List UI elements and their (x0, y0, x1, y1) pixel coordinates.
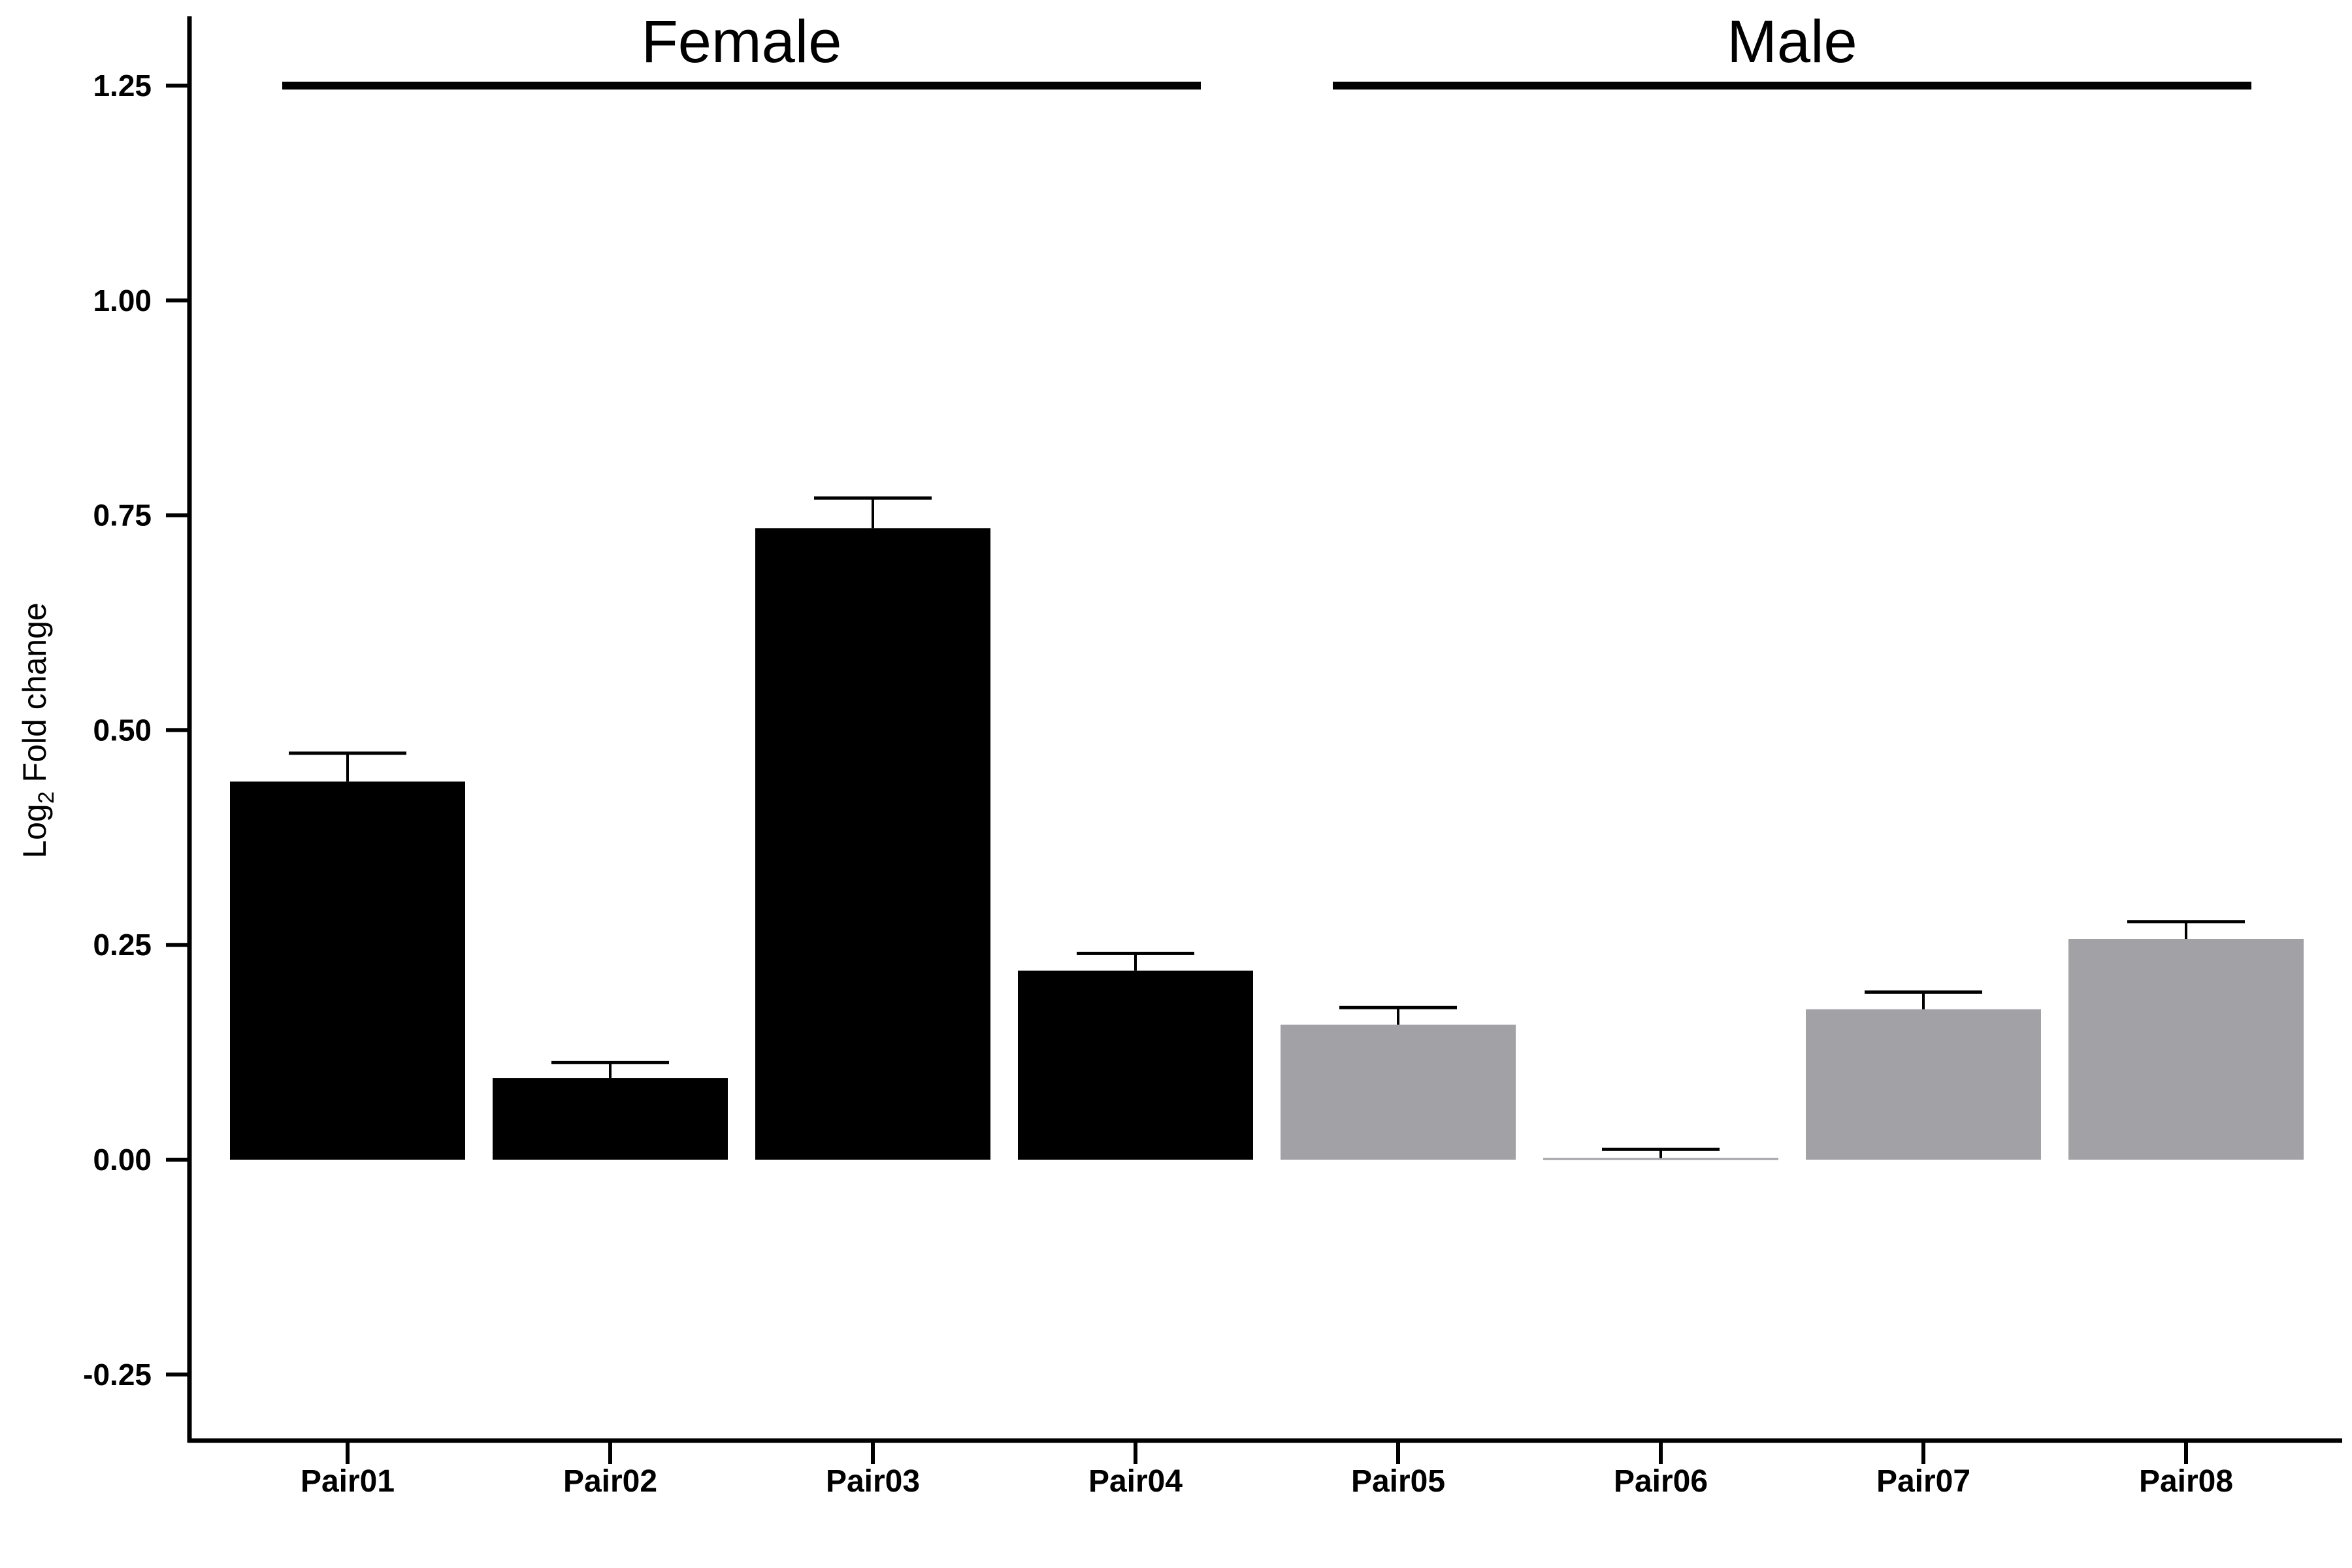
x-tick-label: Pair01 (301, 1464, 395, 1499)
labels-layer: -0.25 0.00 0.25 0.50 0.75 1.00 1.25 Pair01 Pair0… (16, 69, 2233, 1499)
y-axis-label: Log2 Fold change (16, 602, 59, 858)
bar-pair01 (230, 781, 465, 1160)
bar-pair08 (2068, 938, 2304, 1160)
y-tick-label: 0.75 (93, 498, 152, 532)
y-tick-label: 1.25 (93, 69, 152, 103)
group-brackets-layer: Female Male (282, 8, 2251, 90)
bars-layer (230, 528, 2304, 1160)
x-tick-label: Pair03 (826, 1464, 920, 1499)
group-label-male: Male (1727, 8, 1857, 75)
x-tick-label: Pair04 (1088, 1464, 1183, 1499)
bar-pair07 (1806, 1009, 2041, 1160)
bar-pair03 (755, 528, 990, 1160)
axes-layer (166, 16, 2342, 1464)
error-bars-layer (289, 496, 2245, 1158)
y-tick-label: 1.00 (93, 284, 152, 318)
y-tick-label: -0.25 (83, 1358, 152, 1392)
bar-pair02 (493, 1078, 728, 1160)
bar-pair04 (1018, 970, 1253, 1160)
bar-pair06 (1543, 1158, 1778, 1160)
x-tick-label: Pair05 (1351, 1464, 1445, 1499)
x-tick-label: Pair07 (1876, 1464, 1970, 1499)
x-tick-label: Pair08 (2139, 1464, 2233, 1499)
group-label-female: Female (642, 8, 842, 75)
y-tick-label: 0.50 (93, 713, 152, 747)
y-tick-label: 0.00 (93, 1143, 152, 1177)
x-tick-label: Pair02 (563, 1464, 657, 1499)
bar-pair05 (1281, 1024, 1516, 1160)
y-tick-label: 0.25 (93, 928, 152, 962)
x-tick-label: Pair06 (1614, 1464, 1708, 1499)
